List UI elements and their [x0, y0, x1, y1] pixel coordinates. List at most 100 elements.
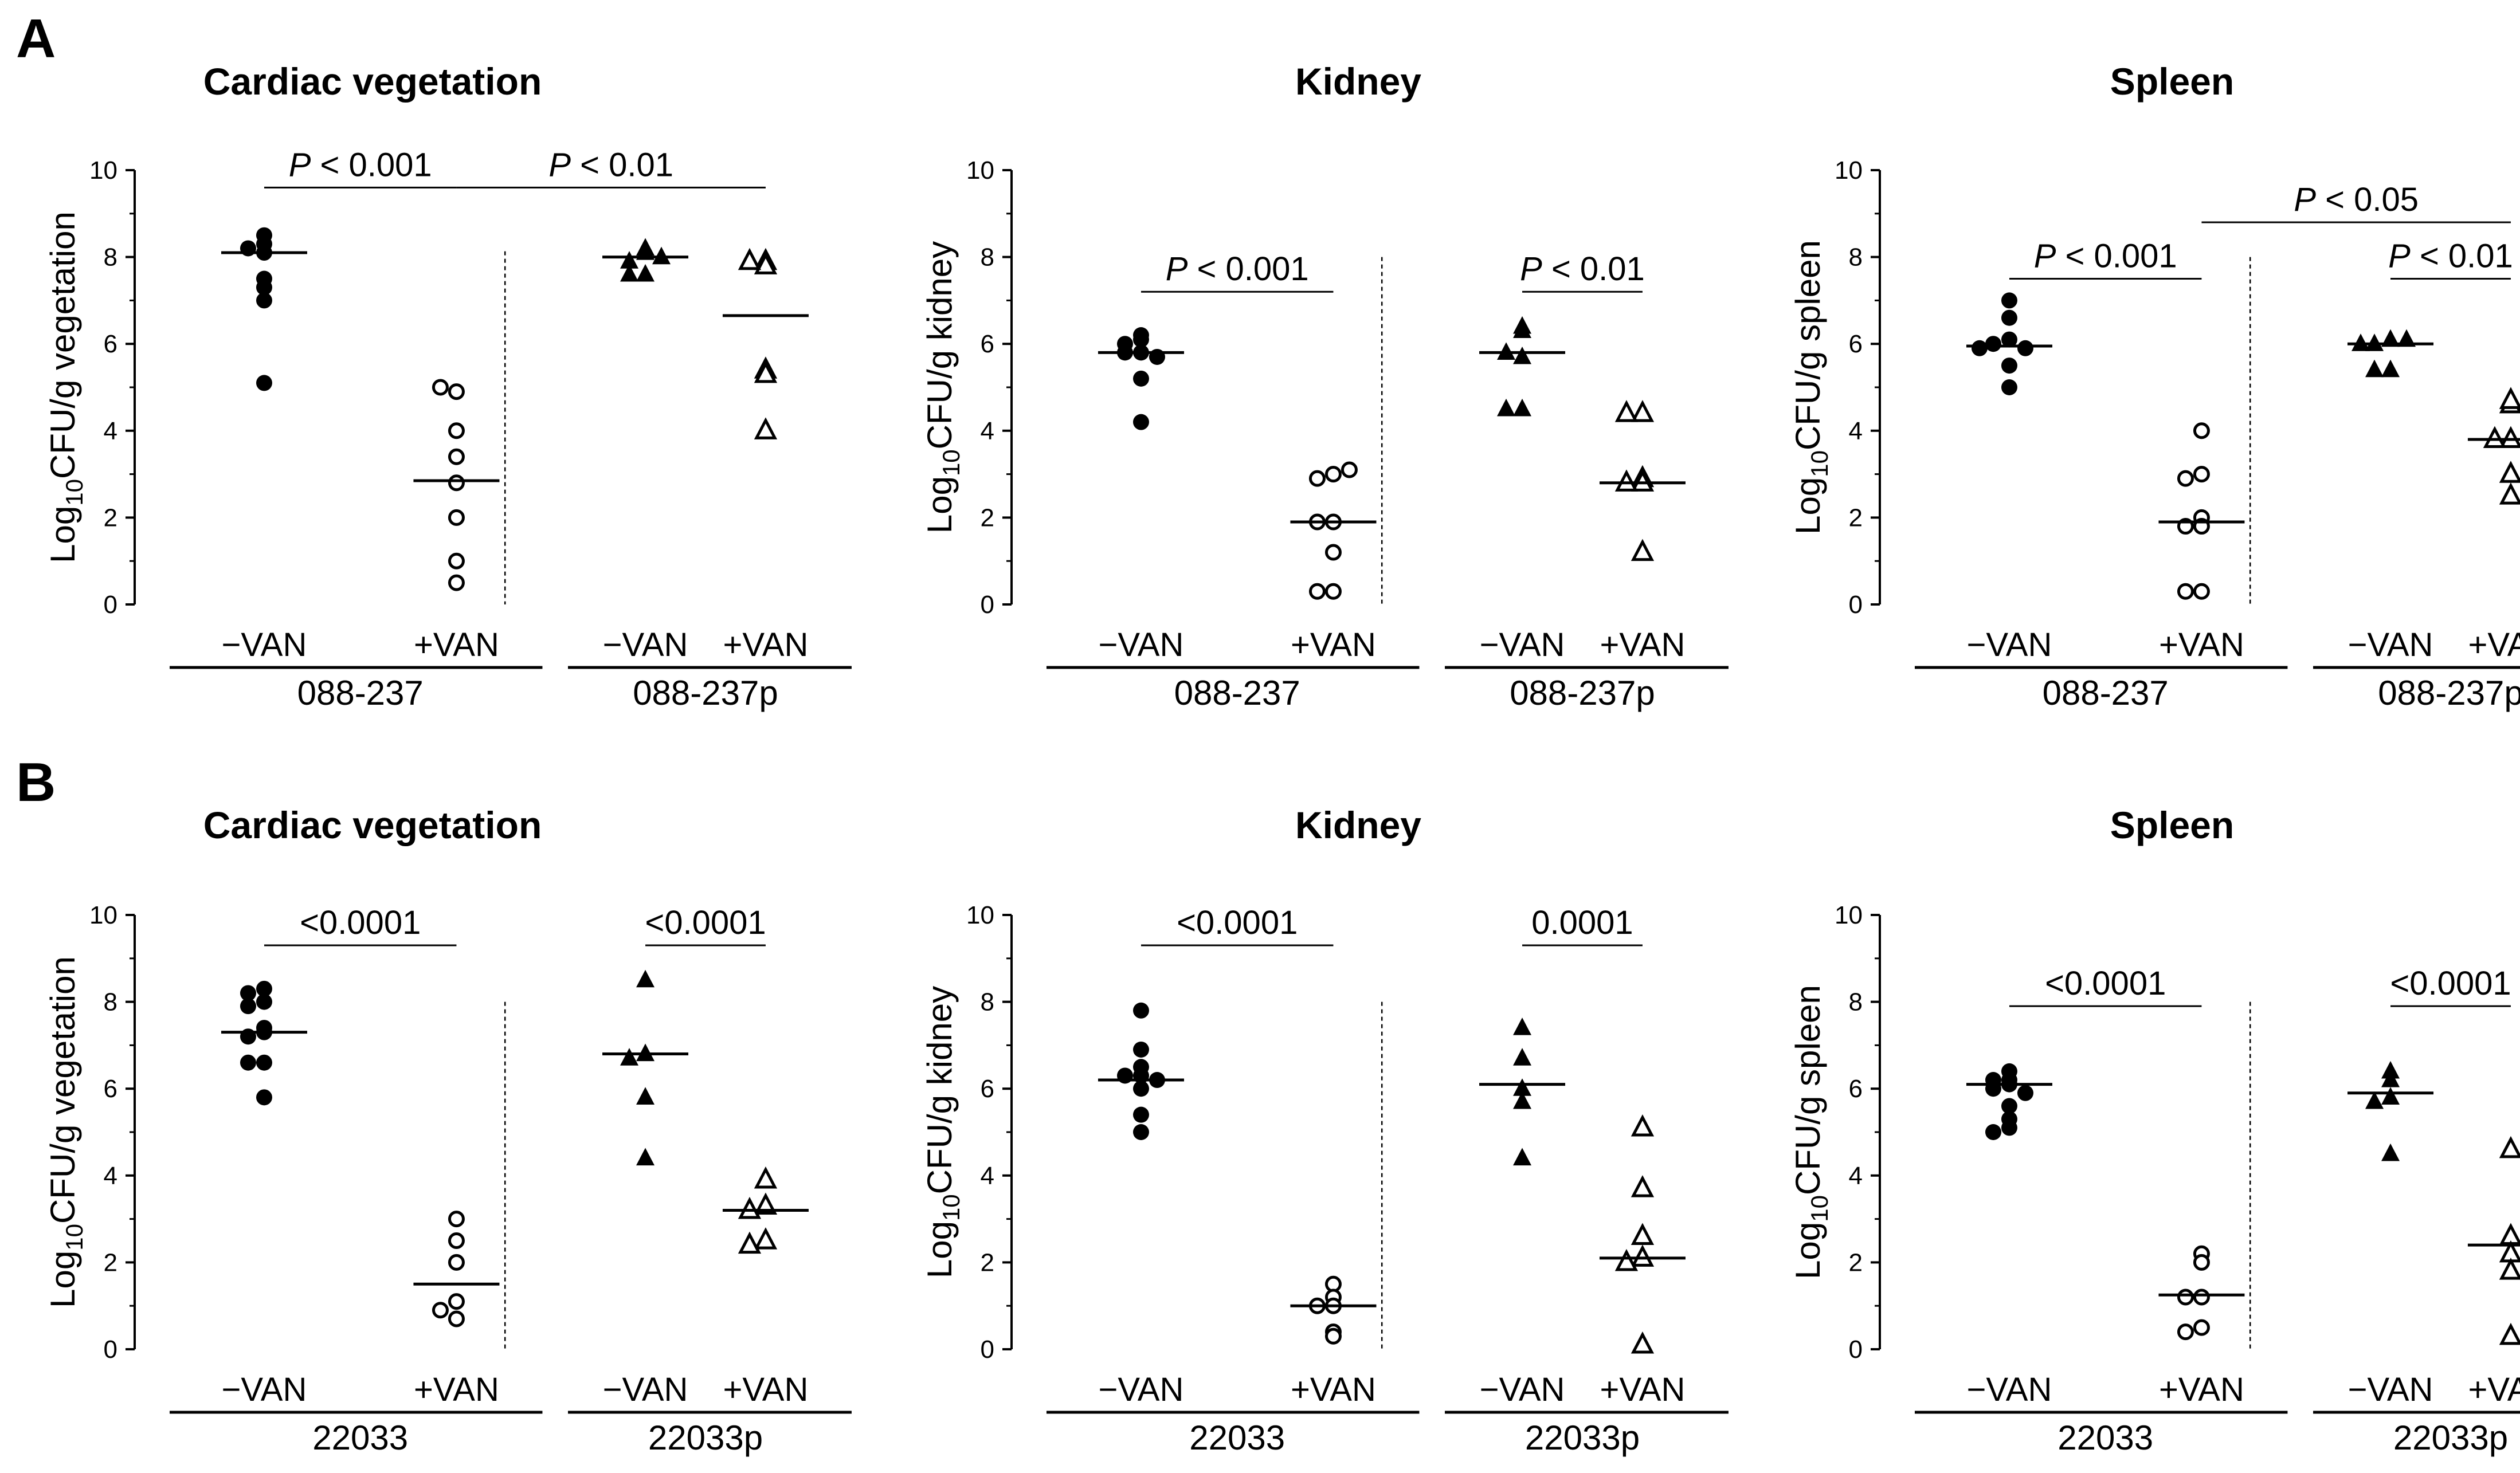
y-tick-label: 2 — [981, 1248, 994, 1276]
data-point — [2193, 1254, 2210, 1271]
data-point — [2483, 426, 2507, 449]
data-point — [1971, 340, 1988, 356]
data-point — [636, 1087, 655, 1105]
x-group-label: 22033p — [1525, 1419, 1640, 1457]
data-point — [1631, 1331, 1655, 1354]
y-axis-label: Log10CFU/g spleen — [1789, 985, 1833, 1279]
data-point — [240, 1054, 256, 1071]
comparison-label: P < 0.01 — [1520, 250, 1645, 288]
x-category-label: −VAN — [1099, 626, 1184, 663]
data-point — [1985, 336, 2001, 352]
data-point — [1132, 1124, 1149, 1140]
data-point — [2352, 333, 2370, 351]
y-tick-label: 4 — [1849, 1162, 1863, 1190]
x-category-label: +VAN — [1600, 1371, 1686, 1408]
y-tick-label: 2 — [981, 504, 994, 532]
comparison-label: P < 0.05 — [2294, 181, 2419, 218]
data-point — [2499, 1258, 2520, 1280]
x-category-label: −VAN — [1099, 1371, 1184, 1408]
data-point — [1341, 461, 1358, 478]
data-point — [1631, 1244, 1655, 1267]
y-tick-label: 6 — [981, 1075, 994, 1103]
data-point — [620, 264, 639, 282]
data-point — [2499, 1136, 2520, 1158]
y-tick-label: 2 — [1849, 1248, 1863, 1276]
x-category-label: +VAN — [2468, 626, 2520, 663]
data-point — [2017, 1085, 2033, 1101]
comparison-label: P < 0.001 — [1166, 250, 1309, 288]
comparison-label: P < 0.01 — [548, 146, 673, 183]
data-point — [2499, 426, 2520, 449]
data-point — [2193, 1289, 2210, 1306]
panel-letter-b: B — [16, 752, 56, 813]
panel-letter-a: A — [16, 8, 56, 69]
y-tick-label: 6 — [104, 330, 117, 358]
comparison-label: <0.0001 — [300, 904, 421, 941]
x-group-label: 088-237 — [297, 674, 424, 712]
data-point — [2193, 1319, 2210, 1336]
data-point — [636, 969, 655, 988]
comparison-label: <0.0001 — [1177, 904, 1298, 941]
chart-title: Kidney — [1295, 804, 1421, 846]
data-point — [2001, 358, 2017, 374]
x-category-label: +VAN — [2159, 1371, 2244, 1408]
y-axis-label: Log10CFU/g kidney — [920, 986, 965, 1278]
data-point — [2001, 1120, 2017, 1136]
data-point — [1132, 1106, 1149, 1123]
data-point — [2365, 333, 2384, 351]
x-category-label: +VAN — [414, 626, 499, 663]
x-group-label: 22033 — [1189, 1419, 1285, 1457]
data-point — [2381, 329, 2400, 347]
data-point — [448, 552, 465, 569]
y-tick-label: 10 — [1835, 901, 1863, 929]
data-point — [754, 417, 778, 439]
data-point — [448, 383, 465, 400]
x-group-label: 22033 — [312, 1419, 408, 1457]
chart-3: Spleen 0 2 4 6 8 10 Log10CFU/g spleen −VAN +VAN −V… — [1789, 60, 2520, 712]
y-tick-label: 10 — [89, 156, 117, 184]
y-tick-label: 8 — [1849, 243, 1863, 272]
data-point — [1324, 466, 1342, 483]
chart-title: Spleen — [2110, 804, 2234, 846]
data-point — [256, 1054, 272, 1071]
data-point — [448, 474, 465, 492]
y-tick-label: 4 — [981, 417, 994, 445]
data-point — [1324, 544, 1342, 561]
data-point — [2381, 359, 2400, 378]
data-point — [1985, 1124, 2001, 1140]
y-tick-label: 8 — [104, 243, 117, 272]
y-tick-label: 2 — [104, 1248, 117, 1276]
chart-title: Cardiac vegetation — [203, 60, 542, 103]
x-category-label: −VAN — [2348, 1371, 2433, 1408]
comparison-label: P < 0.001 — [2034, 238, 2177, 275]
y-tick-label: 6 — [981, 330, 994, 358]
data-point — [636, 1043, 655, 1062]
y-tick-label: 10 — [89, 901, 117, 929]
data-point — [1132, 414, 1149, 430]
data-point — [1631, 469, 1655, 492]
y-tick-label: 4 — [104, 417, 117, 445]
y-axis-label: Log10CFU/g kidney — [920, 241, 965, 533]
data-point — [1497, 398, 1516, 417]
comparison-label: <0.0001 — [2390, 965, 2511, 1002]
data-point — [2193, 422, 2210, 439]
data-point — [2381, 1087, 2400, 1105]
data-point — [1324, 583, 1342, 600]
x-category-label: −VAN — [1480, 626, 1565, 663]
y-tick-label: 6 — [1849, 330, 1863, 358]
chart-title: Cardiac vegetation — [203, 804, 542, 846]
x-category-label: +VAN — [2468, 1371, 2520, 1408]
data-point — [738, 1231, 762, 1254]
data-point — [256, 235, 272, 252]
data-point — [448, 422, 465, 439]
y-tick-label: 4 — [981, 1162, 994, 1190]
chart-6: Spleen 0 2 4 6 8 10 Log10CFU/g spleen −VAN +VAN −V… — [1789, 804, 2520, 1457]
data-point — [448, 509, 465, 526]
data-point — [1513, 1148, 1532, 1166]
data-point — [256, 279, 272, 296]
data-point — [448, 1293, 465, 1310]
data-point — [620, 251, 639, 269]
comparison-label: P < 0.01 — [2388, 238, 2513, 275]
